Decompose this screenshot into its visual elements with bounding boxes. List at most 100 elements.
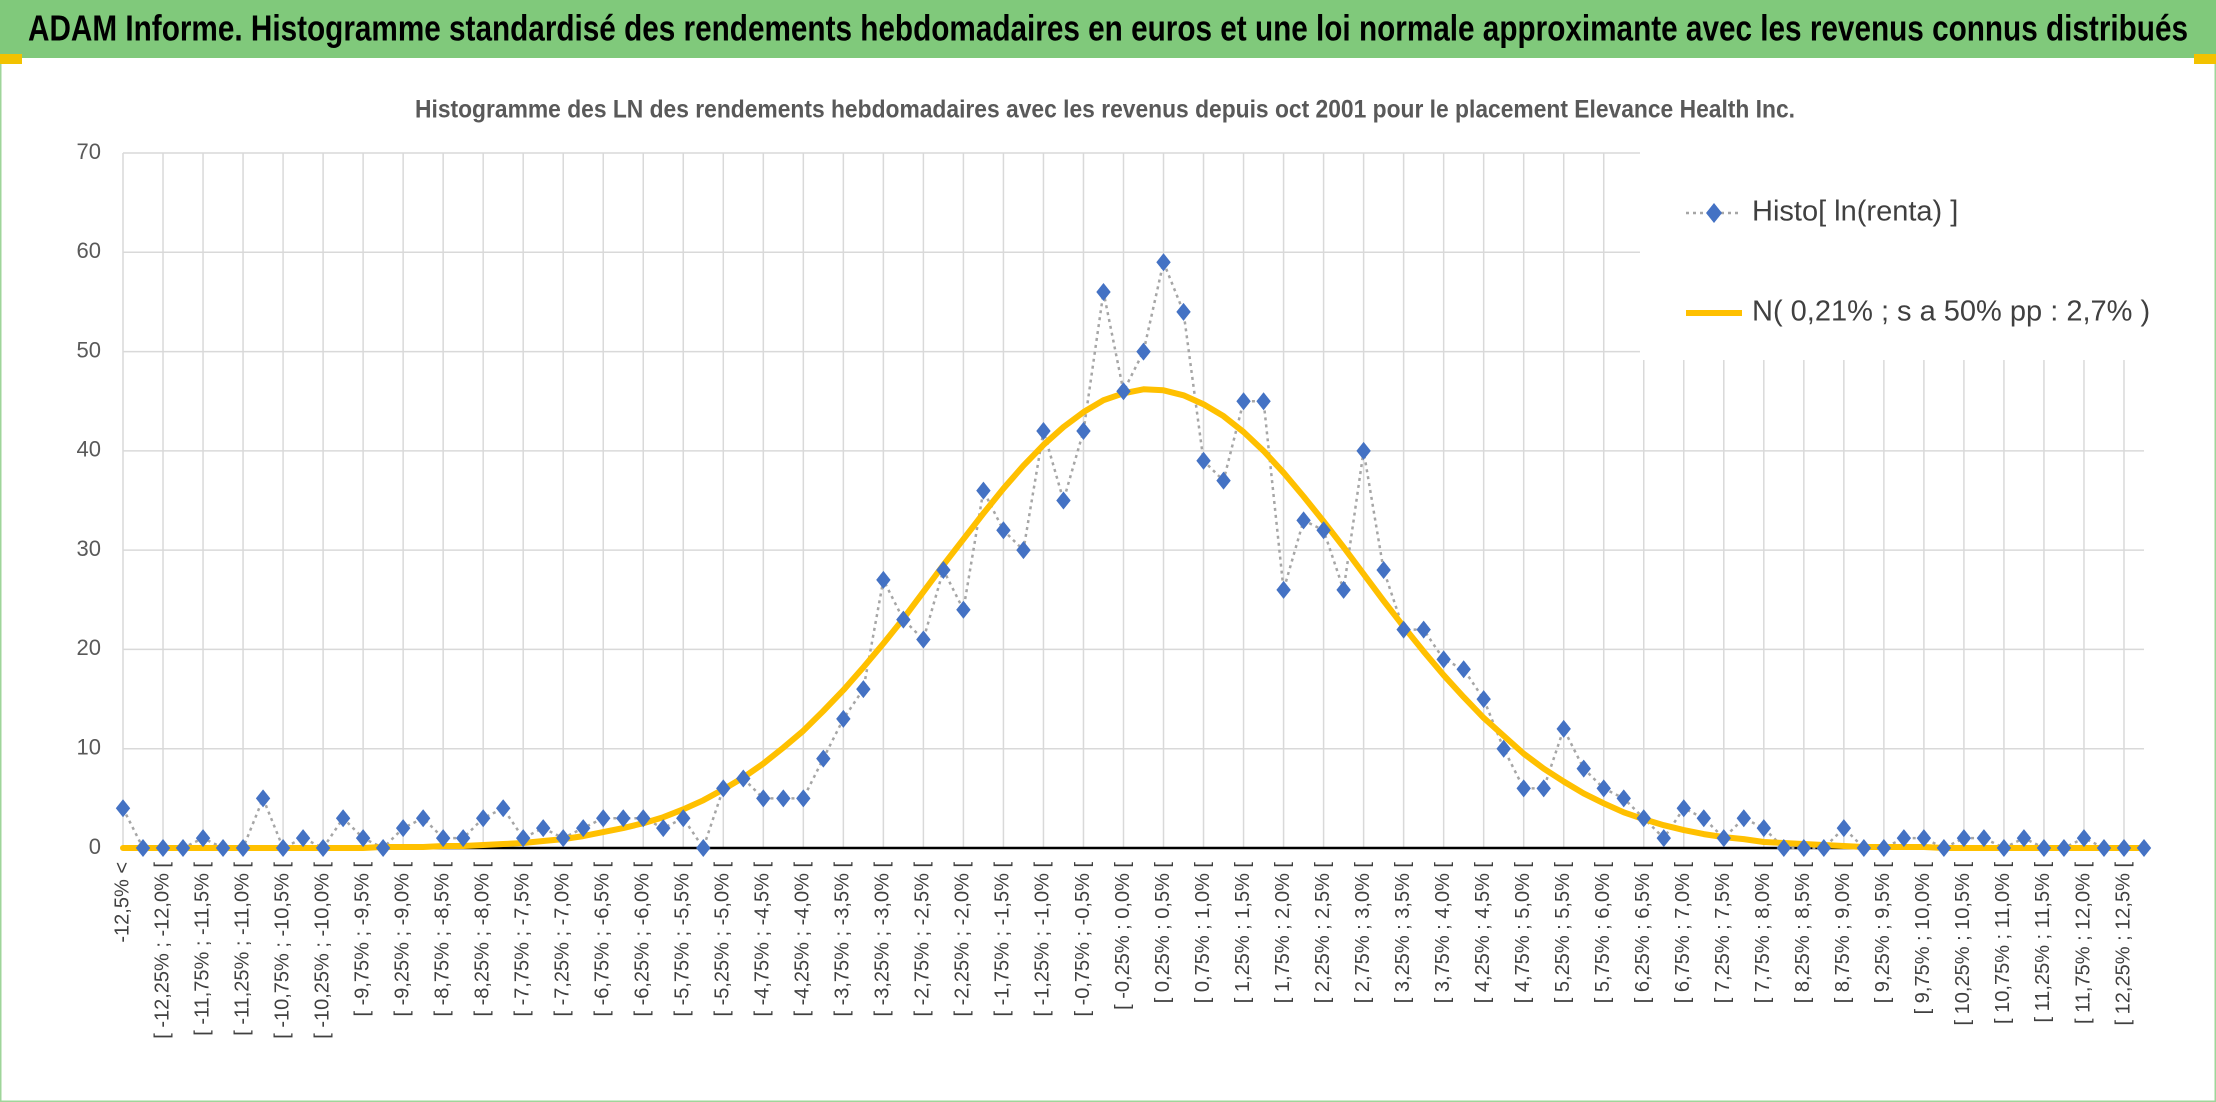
histo-point <box>1436 650 1451 669</box>
histo-point <box>936 561 951 579</box>
x-tick-label: [ -9,25% ; -9,0% [ <box>391 862 413 1017</box>
x-tick-label: [ 12,25% ; 12,5% [ <box>2112 862 2134 1026</box>
histo-point <box>1996 839 2012 857</box>
histo-point <box>135 839 151 857</box>
x-tick-label: [ -5,75% ; -5,5% [ <box>672 862 694 1017</box>
histo-point <box>455 829 471 848</box>
histo-point <box>636 809 651 828</box>
histo-point <box>1936 839 1952 857</box>
histo-point <box>776 789 791 808</box>
x-tick-label: [ 11,25% ; 11,5% [ <box>2032 862 2054 1023</box>
x-tick-label: [ 3,75% ; 4,0% [ <box>1432 862 1454 1004</box>
x-tick-label: [ -10,25% ; -10,0% [ <box>311 862 333 1039</box>
histo-point <box>335 809 351 828</box>
histo-point <box>576 819 591 838</box>
histo-point <box>175 839 191 857</box>
histo-point <box>315 839 331 857</box>
histo-point <box>2076 829 2092 848</box>
y-tick-label: 20 <box>77 635 101 660</box>
x-tick-label: [ -2,75% ; -2,5% [ <box>912 862 934 1017</box>
histo-point <box>155 839 171 857</box>
histo-point <box>1736 809 1752 828</box>
x-tick-label: [ 9,25% ; 9,5% [ <box>1872 862 1894 1004</box>
histo-point <box>1376 561 1391 579</box>
histo-point <box>1156 253 1171 272</box>
histo-point <box>1616 789 1631 808</box>
histo-point <box>1456 660 1471 679</box>
histo-point <box>1896 829 1912 848</box>
histo-point <box>1536 779 1551 798</box>
histo-point <box>1136 342 1151 361</box>
x-tick-label: [ 11,75% ; 12,0% [ <box>2072 862 2094 1024</box>
histo-point <box>2036 839 2052 857</box>
histo-point <box>275 839 291 857</box>
histo-point <box>2056 839 2072 857</box>
histo-point <box>1776 839 1792 857</box>
histo-point <box>1796 839 1812 857</box>
histo-point <box>1676 799 1691 818</box>
y-tick-label: 10 <box>77 735 101 760</box>
x-tick-label: [ 9,75% ; 10,0% [ <box>1912 862 1934 1015</box>
x-tick-label: [ -3,75% ; -3,5% [ <box>832 862 854 1017</box>
histo-point <box>1476 690 1491 709</box>
x-tick-label: [ -7,75% ; -7,5% [ <box>511 862 533 1017</box>
y-tick-label: 0 <box>89 834 101 859</box>
histo-point <box>1396 620 1411 639</box>
x-tick-label: [ -8,75% ; -8,5% [ <box>431 862 453 1017</box>
histo-point <box>1056 491 1071 510</box>
histo-point <box>1276 580 1291 599</box>
histo-point <box>1356 441 1371 460</box>
histo-point <box>716 779 731 798</box>
histo-point <box>616 809 631 828</box>
histo-point <box>1576 759 1591 778</box>
y-tick-label: 30 <box>77 536 101 561</box>
histo-point <box>876 570 891 589</box>
legend-marker <box>1706 203 1722 223</box>
legend-label: Histo[ ln(renta) ] <box>1752 196 1958 228</box>
histo-point <box>415 809 431 828</box>
x-tick-label: [ 5,25% ; 5,5% [ <box>1552 862 1574 1004</box>
x-tick-label: [ -3,25% ; -3,0% [ <box>872 862 894 1017</box>
histo-point <box>1516 779 1531 798</box>
corner-left <box>0 54 22 64</box>
histo-point <box>115 799 131 818</box>
histo-point <box>1016 541 1031 560</box>
histo-point <box>1816 839 1832 857</box>
histo-point <box>395 819 411 838</box>
histo-point <box>1556 719 1571 738</box>
histo-point <box>1256 392 1271 411</box>
histo-point <box>736 769 751 788</box>
x-tick-label: [ -12,25% ; -12,0% [ <box>151 862 173 1039</box>
histo-point <box>756 789 771 808</box>
histo-point <box>656 819 671 838</box>
histo-point <box>1496 739 1511 758</box>
x-tick-label: [ 2,25% ; 2,5% [ <box>1312 862 1334 1004</box>
x-tick-label: [ -2,25% ; -2,0% [ <box>952 862 974 1017</box>
x-tick-label: [ 4,75% ; 5,0% [ <box>1512 862 1534 1004</box>
histo-point <box>1836 819 1852 838</box>
histo-point <box>2096 839 2112 857</box>
x-tick-label: [ 3,25% ; 3,5% [ <box>1392 862 1414 1004</box>
histo-point <box>956 600 971 619</box>
x-tick-label: [ 6,25% ; 6,5% [ <box>1632 862 1654 1004</box>
x-tick-label: [ 0,75% ; 1,0% [ <box>1192 862 1214 1004</box>
x-tick-label: [ -10,75% ; -10,5% [ <box>271 862 293 1039</box>
x-tick-label: [ 1,25% ; 1,5% [ <box>1232 862 1254 1004</box>
histo-point <box>996 521 1011 540</box>
histo-point <box>1636 809 1651 828</box>
x-tick-label: [ -0,75% ; -0,5% [ <box>1072 862 1094 1017</box>
x-tick-label: [ 2,75% ; 3,0% [ <box>1352 862 1374 1004</box>
histo-point <box>235 839 251 857</box>
title-bar <box>0 0 2216 58</box>
y-tick-label: 70 <box>77 139 101 164</box>
histo-point <box>1716 829 1731 848</box>
histo-point <box>1096 283 1111 301</box>
histo-point <box>195 829 211 848</box>
histo-point <box>696 839 711 857</box>
x-tick-label: [ -1,25% ; -1,0% [ <box>1032 862 1054 1017</box>
histo-point <box>1976 829 1992 848</box>
histo-point <box>1876 839 1892 857</box>
histo-point <box>1316 521 1331 540</box>
